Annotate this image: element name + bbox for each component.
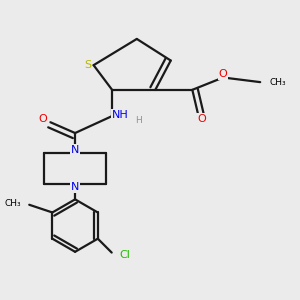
Text: N: N	[71, 182, 79, 192]
Text: CH₃: CH₃	[269, 78, 286, 87]
Text: Cl: Cl	[119, 250, 130, 260]
Text: CH₃: CH₃	[5, 199, 22, 208]
Text: H: H	[135, 116, 142, 124]
Text: S: S	[84, 60, 91, 70]
Text: NH: NH	[112, 110, 128, 119]
Text: O: O	[38, 114, 47, 124]
Text: N: N	[71, 145, 79, 155]
Text: O: O	[219, 69, 228, 80]
Text: O: O	[197, 114, 206, 124]
